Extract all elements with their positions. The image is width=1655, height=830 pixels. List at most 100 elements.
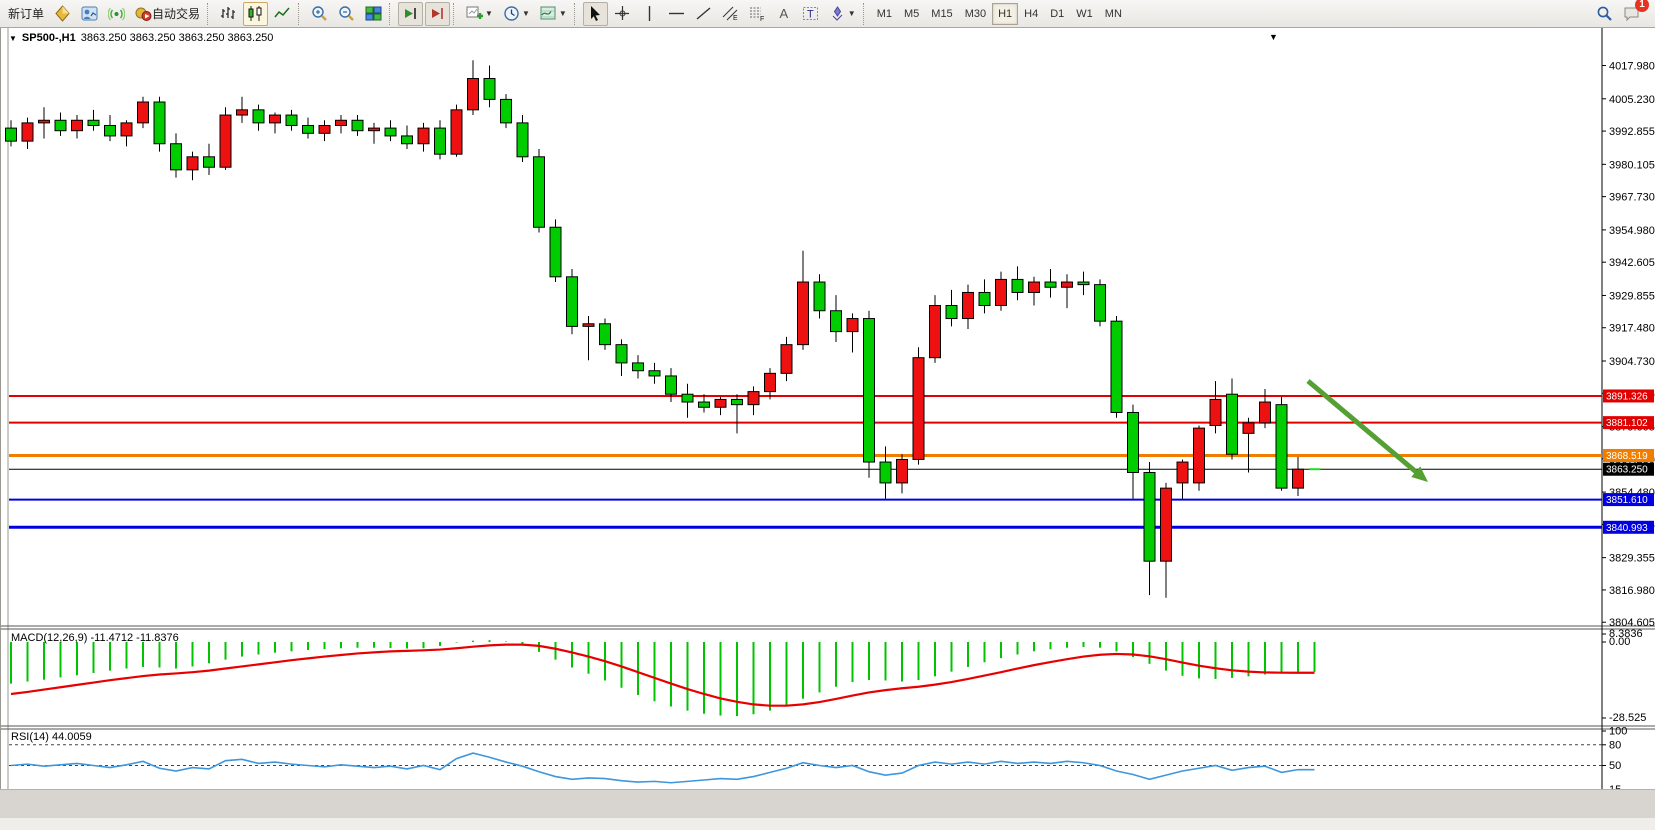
timeframe-button-h1[interactable]: H1 [992,2,1019,25]
svg-text:3942.605: 3942.605 [1609,257,1655,269]
period-clock-button[interactable]: ▼ [499,2,534,26]
cursor-arrow-icon [590,6,600,21]
trendline-tool-button[interactable] [691,2,716,26]
chevron-down-icon: ▼ [558,9,567,18]
svg-text:3804.605: 3804.605 [1609,617,1655,629]
equidistant-channel-icon: E [722,6,738,22]
chart-symbol-label: SP500-,H1 [21,32,76,44]
chevron-down-icon: ▼ [485,9,493,18]
timeframe-button-m1[interactable]: M1 [876,7,892,20]
separator [298,2,304,25]
svg-text:3851.610: 3851.610 [1606,495,1648,506]
candlestick-chart-button[interactable] [243,1,269,26]
timeframe-button-m15[interactable]: M15 [931,7,953,20]
auto-trading-button[interactable]: 自动交易 [131,2,204,26]
svg-text:3863.250: 3863.250 [1606,465,1648,476]
svg-text:3992.855: 3992.855 [1609,126,1655,138]
strategy-tester-button[interactable] [104,2,129,26]
shapes-tool-button[interactable]: ▼ [825,2,860,26]
svg-text:3816.980: 3816.980 [1609,585,1655,597]
macd-name: MACD(12,26,9) [11,632,88,644]
line-chart-button[interactable] [270,2,295,26]
notification-badge: 1 [1635,0,1649,12]
new-chart-icon [466,6,484,19]
svg-text:F: F [760,16,764,22]
auto-scroll-button[interactable] [398,1,424,26]
new-chart-button[interactable]: ▼ [462,2,497,26]
search-icon [1597,6,1612,21]
svg-text:T: T [807,9,814,21]
market-watch-button[interactable] [50,2,75,26]
timeframe-button-m30[interactable]: M30 [964,7,987,20]
notifications-button[interactable]: 1 [1619,0,1649,26]
timeframe-button-d1[interactable]: D1 [1050,7,1065,20]
zoom-in-button[interactable] [307,2,332,26]
svg-text:E: E [733,15,738,22]
chart-title: ▼ SP500-,H1 3863.250 3863.250 3863.250 3… [9,32,273,44]
svg-text:-28.525: -28.525 [1609,712,1646,724]
auto-scroll-icon [405,8,416,19]
svg-text:3904.730: 3904.730 [1609,356,1655,368]
timeframe-button-mn[interactable]: MN [1104,7,1122,20]
timeframe-button-m5[interactable]: M5 [904,7,920,20]
rsi-indicator-label: RSI(14) 44.0059 [11,731,92,743]
price-axis: 4017.980 4005.230 3992.855 3980.105 3967.730… [1602,61,1655,629]
svg-text:0.00: 0.00 [1609,636,1630,648]
vertical-line-tool-button[interactable] [637,2,662,26]
tile-windows-button[interactable] [361,2,386,26]
horizontal-line-icon [668,12,684,15]
channel-tool-button[interactable]: E [718,2,743,26]
text-tool-icon: A [779,6,789,21]
svg-text:3829.355: 3829.355 [1609,553,1655,565]
macd-indicator-label: MACD(12,26,9) -11.4712 -11.8376 [11,632,179,644]
drop-marker-icon: ▼ [1269,32,1278,42]
chart-ohlc-values: 3863.250 3863.250 3863.250 3863.250 [80,32,274,44]
horizontal-line-tool-button[interactable] [664,2,689,26]
vertical-line-icon [648,6,650,21]
candlestick-chart-icon [248,6,262,21]
crosshair-tool-button[interactable] [610,2,635,26]
svg-text:3917.480: 3917.480 [1609,323,1655,335]
text-tool-button[interactable]: A [772,2,796,26]
macd-signal-value: -11.8376 [136,632,179,644]
trend-arrow-annotation[interactable] [1306,379,1428,482]
chart-canvas[interactable]: 4017.980 4005.230 3992.855 3980.105 3967.730… [1,28,1655,817]
separator [389,2,395,25]
timeframe-button-h4[interactable]: H4 [1024,7,1039,20]
text-label-icon: T [802,7,818,21]
auto-trading-icon [135,7,152,21]
svg-text:3929.855: 3929.855 [1609,290,1655,302]
data-window-button[interactable] [77,2,102,26]
svg-text:3881.102: 3881.102 [1606,418,1648,429]
indicators-button[interactable]: ▼ [536,2,571,26]
one-click-expander-icon[interactable]: ▼ [9,33,17,43]
fibonacci-icon: F [749,7,764,22]
fibonacci-tool-button[interactable]: F [745,2,770,26]
bar-chart-button[interactable] [216,2,241,26]
tile-windows-icon [365,6,382,21]
timeframe-button-w1[interactable]: W1 [1076,7,1093,20]
search-button[interactable] [1592,2,1617,26]
timeframe-group: M1 M5 M15 M30 H1 H4 D1 W1 MN [871,2,1128,25]
label-tool-button[interactable]: T [798,2,823,26]
new-order-button[interactable]: 新订单 [8,7,45,21]
svg-text:100: 100 [1609,726,1627,738]
gold-diamond-icon [55,5,70,22]
horizontal-level-lines[interactable] [9,394,1602,529]
rsi-value: 44.0059 [51,731,92,743]
zoom-out-button[interactable] [334,2,359,26]
separator [453,2,459,25]
chart-shift-icon [432,8,443,19]
chart-shift-button[interactable] [425,1,451,26]
bottom-scroll-strip[interactable] [0,789,1655,818]
signal-sonar-icon [108,7,126,21]
svg-text:80: 80 [1609,739,1621,751]
indicators-icon [540,6,556,20]
zoom-out-icon [339,6,354,21]
shapes-icon [832,6,843,21]
separator [862,2,869,25]
separator [573,2,580,25]
main-toolbar: 新订单 自动交易 ▼ ▼ ▼ E F A T ▼ M1 M5 M1 [0,0,1655,28]
cursor-tool-button[interactable] [582,1,608,26]
